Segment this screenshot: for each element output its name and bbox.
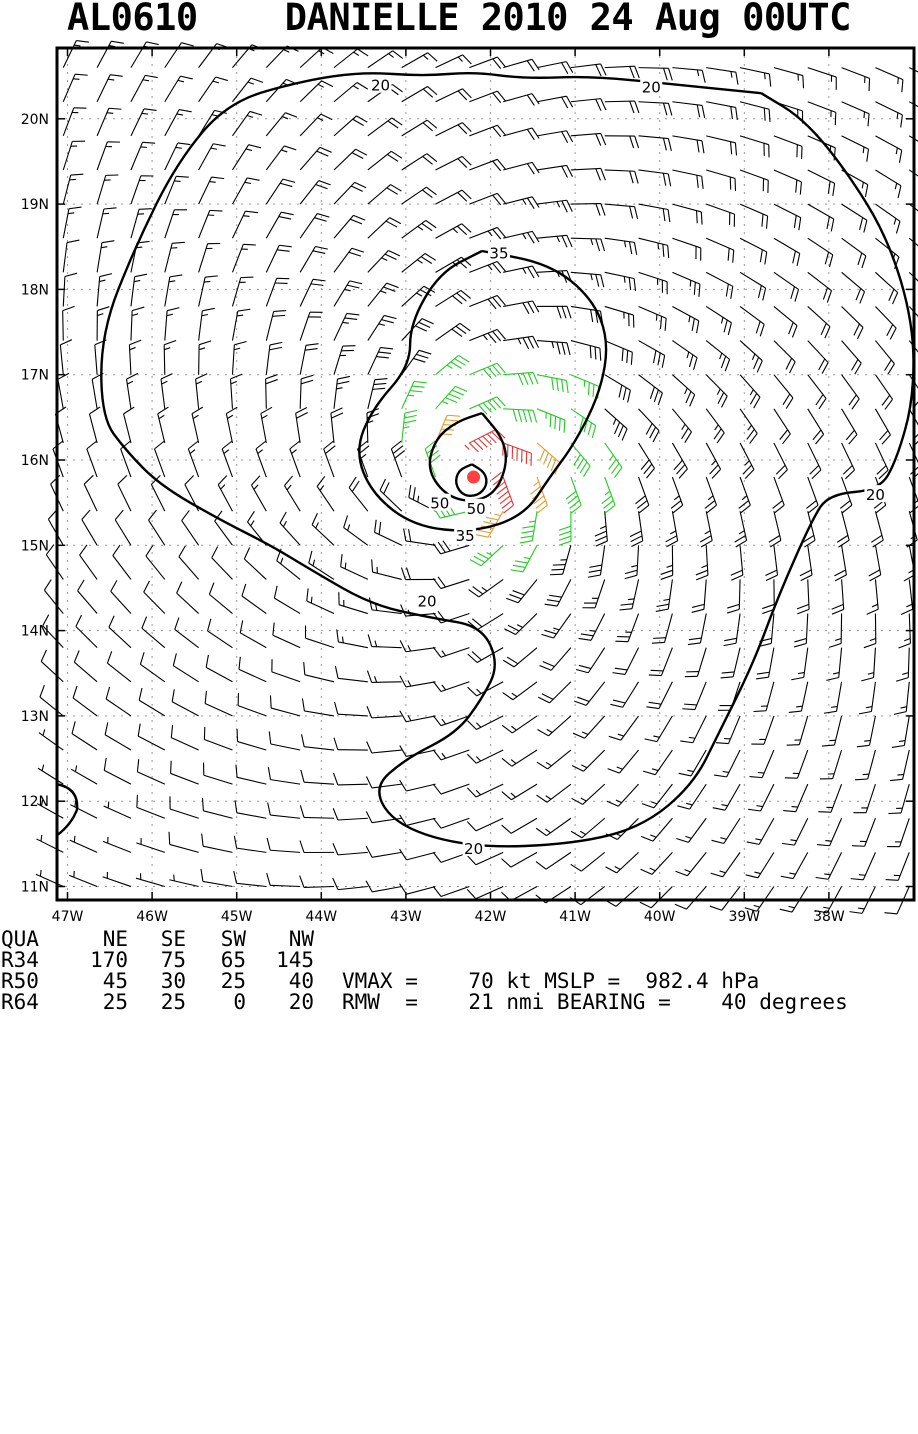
- x-tick-label: 39W: [728, 909, 760, 925]
- x-tick-label: 42W: [475, 909, 507, 925]
- table-row-label: R34: [1, 950, 39, 971]
- y-tick-label: 16N: [21, 453, 49, 469]
- contour-label: 20: [464, 840, 483, 858]
- y-tick-label: 19N: [21, 197, 49, 213]
- x-tick-label: 40W: [644, 909, 676, 925]
- table-cell: 40: [250, 971, 314, 992]
- y-tick-label: 12N: [21, 794, 49, 810]
- y-tick-label: 20N: [21, 112, 49, 128]
- table-cell: 65: [190, 950, 246, 971]
- table-cell: 170: [70, 950, 128, 971]
- y-tick-label: 11N: [21, 880, 49, 896]
- contour-label: 20: [866, 486, 885, 504]
- x-tick-label: 43W: [390, 909, 422, 925]
- storm-center-marker: [467, 471, 480, 484]
- x-tick-label: 45W: [221, 909, 253, 925]
- contour-label: 20: [642, 78, 661, 96]
- table-cell: 25: [130, 992, 186, 1013]
- contour-label: 35: [489, 245, 508, 263]
- x-tick-label: 44W: [305, 909, 337, 925]
- y-tick-label: 14N: [21, 624, 49, 640]
- contour-label: 50: [467, 500, 486, 518]
- table-header-nw: NW: [250, 929, 314, 950]
- table-header-sw: SW: [190, 929, 246, 950]
- table-cell: 30: [130, 971, 186, 992]
- table-cell: 0: [190, 992, 246, 1013]
- table-row-label: R64: [1, 992, 39, 1013]
- table-header-se: SE: [130, 929, 186, 950]
- x-tick-label: 46W: [136, 909, 168, 925]
- contour-label: 35: [456, 527, 475, 545]
- contour-label: 20: [418, 593, 437, 611]
- table-cell: 145: [250, 950, 314, 971]
- x-tick-label: 38W: [813, 909, 845, 925]
- x-tick-label: 41W: [559, 909, 591, 925]
- vmax-mslp-line: VMAX = 70 kt MSLP = 982.4 hPa: [342, 971, 759, 992]
- y-tick-label: 17N: [21, 368, 49, 384]
- table-cell: 75: [130, 950, 186, 971]
- table-cell: 25: [190, 971, 246, 992]
- table-cell: 45: [70, 971, 128, 992]
- table-cell: 20: [250, 992, 314, 1013]
- table-row-label: R50: [1, 971, 39, 992]
- table-header-ne: NE: [70, 929, 128, 950]
- rmw-bearing-line: RMW = 21 nmi BEARING = 40 degrees: [342, 992, 848, 1013]
- y-tick-label: 18N: [21, 282, 49, 298]
- x-tick-label: 47W: [52, 909, 84, 925]
- table-header-qua: QUA: [1, 929, 39, 950]
- table-cell: 25: [70, 992, 128, 1013]
- contour-label: 50: [430, 495, 449, 513]
- contour-label: 20: [371, 77, 390, 95]
- wind-map: 20 20 35 50 50 35 20 20 20 47W 46W 45W 44W 43W 42W 41W…: [0, 0, 918, 930]
- wind-radii-table: QUA NE SE SW NW R34 170 75 65 145 R50 45…: [0, 929, 340, 1013]
- y-tick-label: 13N: [21, 709, 49, 725]
- y-tick-label: 15N: [21, 538, 49, 554]
